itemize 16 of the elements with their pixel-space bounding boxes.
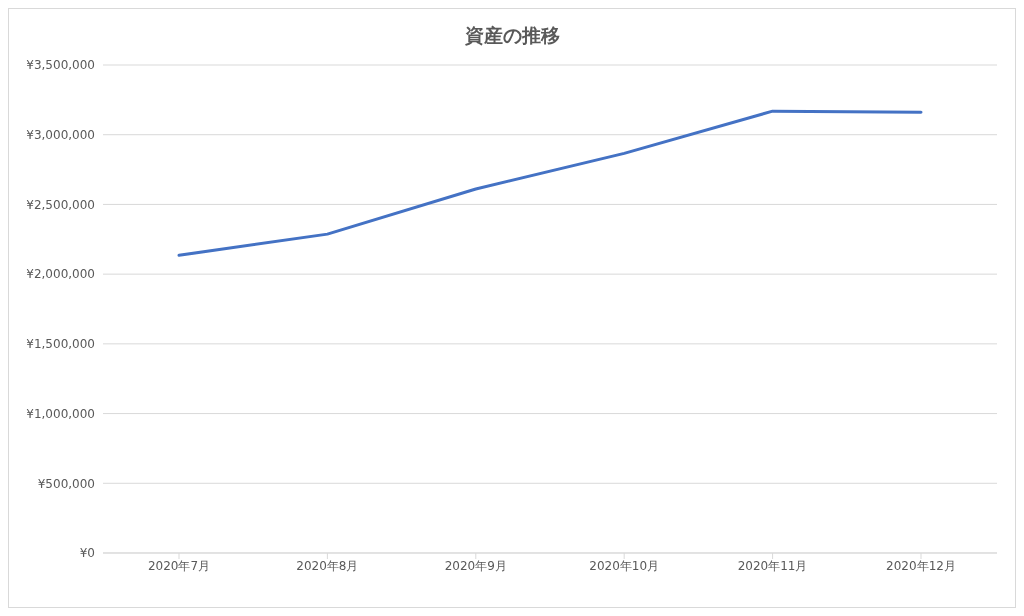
- y-tick-label: ¥3,000,000: [26, 127, 95, 142]
- x-tick-label: 2020年11月: [737, 558, 808, 573]
- x-tick-label: 2020年8月: [296, 558, 359, 573]
- x-tick-label: 2020年10月: [589, 558, 660, 573]
- y-tick-label: ¥0: [79, 546, 95, 561]
- y-tick-label: ¥500,000: [37, 476, 95, 491]
- x-tick-label: 2020年12月: [886, 558, 956, 573]
- chart-title: 資産の推移: [463, 23, 561, 48]
- y-tick-label: ¥2,000,000: [26, 267, 95, 282]
- line-series: [177, 109, 923, 257]
- x-tick-label: 2020年9月: [444, 558, 507, 573]
- x-tick-label: 2020年7月: [147, 558, 211, 573]
- y-tick-label: ¥1,500,000: [26, 337, 95, 352]
- y-tick-label: ¥3,500,000: [26, 58, 95, 73]
- y-tick-label: ¥2,500,000: [26, 197, 95, 212]
- y-tick-label: ¥1,000,000: [26, 406, 95, 421]
